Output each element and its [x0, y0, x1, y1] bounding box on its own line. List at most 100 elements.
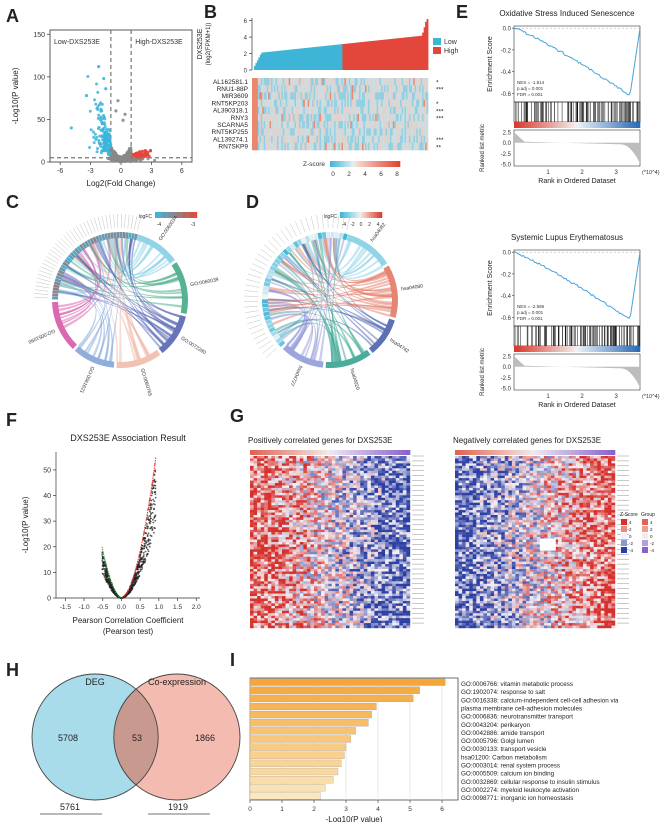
group-annotation-cell — [266, 450, 271, 455]
rank-color-cell — [543, 122, 546, 128]
term-label: hsa04020 — [348, 368, 360, 391]
heat-cell — [271, 512, 276, 516]
es-stat: NES = -1.814 — [517, 80, 545, 85]
metric-area — [514, 132, 640, 164]
heat-cell — [364, 78, 367, 86]
heat-cell — [331, 458, 336, 462]
heat-cell — [399, 505, 404, 508]
gene-sector — [52, 293, 59, 297]
heat-cell — [317, 480, 322, 484]
heat-cell — [300, 85, 303, 93]
heat-cell — [282, 478, 286, 481]
heat-cell — [378, 460, 382, 464]
metric-y-tick: -2.5 — [501, 152, 512, 158]
heat-cell — [260, 78, 263, 86]
heat-cell — [328, 478, 332, 481]
legend-cell — [157, 212, 160, 218]
colorbar-cell — [349, 161, 352, 167]
heat-cell — [370, 490, 375, 494]
heat-cell — [363, 458, 368, 462]
heat-cell — [285, 480, 290, 484]
heat-cell — [426, 142, 429, 151]
rank-color-cell — [627, 122, 630, 128]
data-point — [149, 517, 152, 520]
data-point — [109, 158, 113, 162]
data-point — [151, 525, 153, 528]
heat-cell — [321, 505, 325, 508]
heat-cell — [353, 470, 357, 474]
heat-cell — [264, 458, 268, 462]
heat-cell — [395, 485, 400, 489]
heat-cell — [271, 505, 276, 508]
heat-cell — [370, 463, 375, 467]
top-bar — [400, 37, 403, 70]
es-stat: FDR = 0.001 — [517, 316, 543, 321]
es-y-tick: -0.4 — [501, 70, 512, 76]
heat-cell — [378, 485, 382, 489]
heat-cell — [260, 480, 265, 484]
heat-cell — [274, 478, 279, 481]
legend-title: logFC — [324, 214, 338, 220]
data-point — [107, 577, 109, 580]
legend-cell — [363, 212, 366, 218]
y-axis-label: -Log10(P value) — [11, 67, 20, 124]
rank-color-cell — [553, 122, 557, 128]
data-point — [100, 122, 104, 126]
data-point — [102, 76, 106, 81]
heat-cell — [370, 500, 375, 503]
heat-cell — [406, 500, 411, 503]
heat-cell — [314, 483, 318, 486]
heat-cell — [309, 78, 311, 86]
heat-cell — [292, 497, 297, 501]
heat-cell — [257, 487, 261, 491]
heat-cell — [303, 490, 308, 494]
top-bar — [271, 51, 274, 70]
heat-cell — [356, 78, 358, 86]
heat-cell — [370, 483, 375, 486]
top-bar — [359, 42, 362, 70]
data-point — [114, 109, 118, 113]
heat-cell — [392, 460, 396, 464]
heat-cell — [356, 490, 361, 494]
rank-color-cell — [530, 122, 534, 128]
heat-cell — [264, 495, 268, 498]
heat-cell — [406, 478, 411, 481]
heat-cell — [420, 85, 423, 93]
colorbar-cell — [335, 161, 338, 167]
heat-cell — [253, 458, 258, 462]
heat-cell — [392, 497, 396, 501]
heat-cell — [406, 456, 411, 459]
heat-cell — [259, 85, 262, 93]
heat-cell — [370, 458, 375, 462]
rank-color-cell — [568, 122, 571, 128]
heat-cell — [360, 490, 364, 494]
colorbar-tick: 6 — [379, 171, 383, 178]
heat-cell — [250, 458, 254, 462]
heat-cell — [335, 502, 340, 506]
heat-cell — [278, 492, 283, 496]
metric-y-tick: -5.0 — [501, 162, 512, 168]
heat-cell — [324, 495, 329, 498]
heat-cell — [292, 500, 297, 503]
heat-cell — [382, 78, 385, 86]
heat-cell — [289, 492, 293, 496]
data-point — [118, 159, 122, 163]
heat-cell — [406, 468, 411, 471]
heat-cell — [378, 492, 382, 496]
heat-cell — [328, 85, 331, 93]
significance-mark: ** — [436, 144, 442, 151]
heat-cell — [328, 505, 332, 508]
heat-cell — [342, 460, 347, 464]
heat-cell — [303, 456, 308, 459]
heat-cell — [260, 456, 265, 459]
top-bar — [262, 52, 265, 70]
gene-tick-mark — [246, 279, 261, 283]
heat-cell — [262, 85, 265, 93]
top-bar — [423, 27, 426, 70]
gene-tick-mark — [256, 336, 269, 345]
heat-cell — [260, 490, 265, 494]
heat-cell — [375, 78, 377, 86]
top-bar — [365, 41, 368, 70]
metric-y-tick: 2.5 — [503, 355, 512, 361]
legend-cell — [187, 212, 189, 218]
